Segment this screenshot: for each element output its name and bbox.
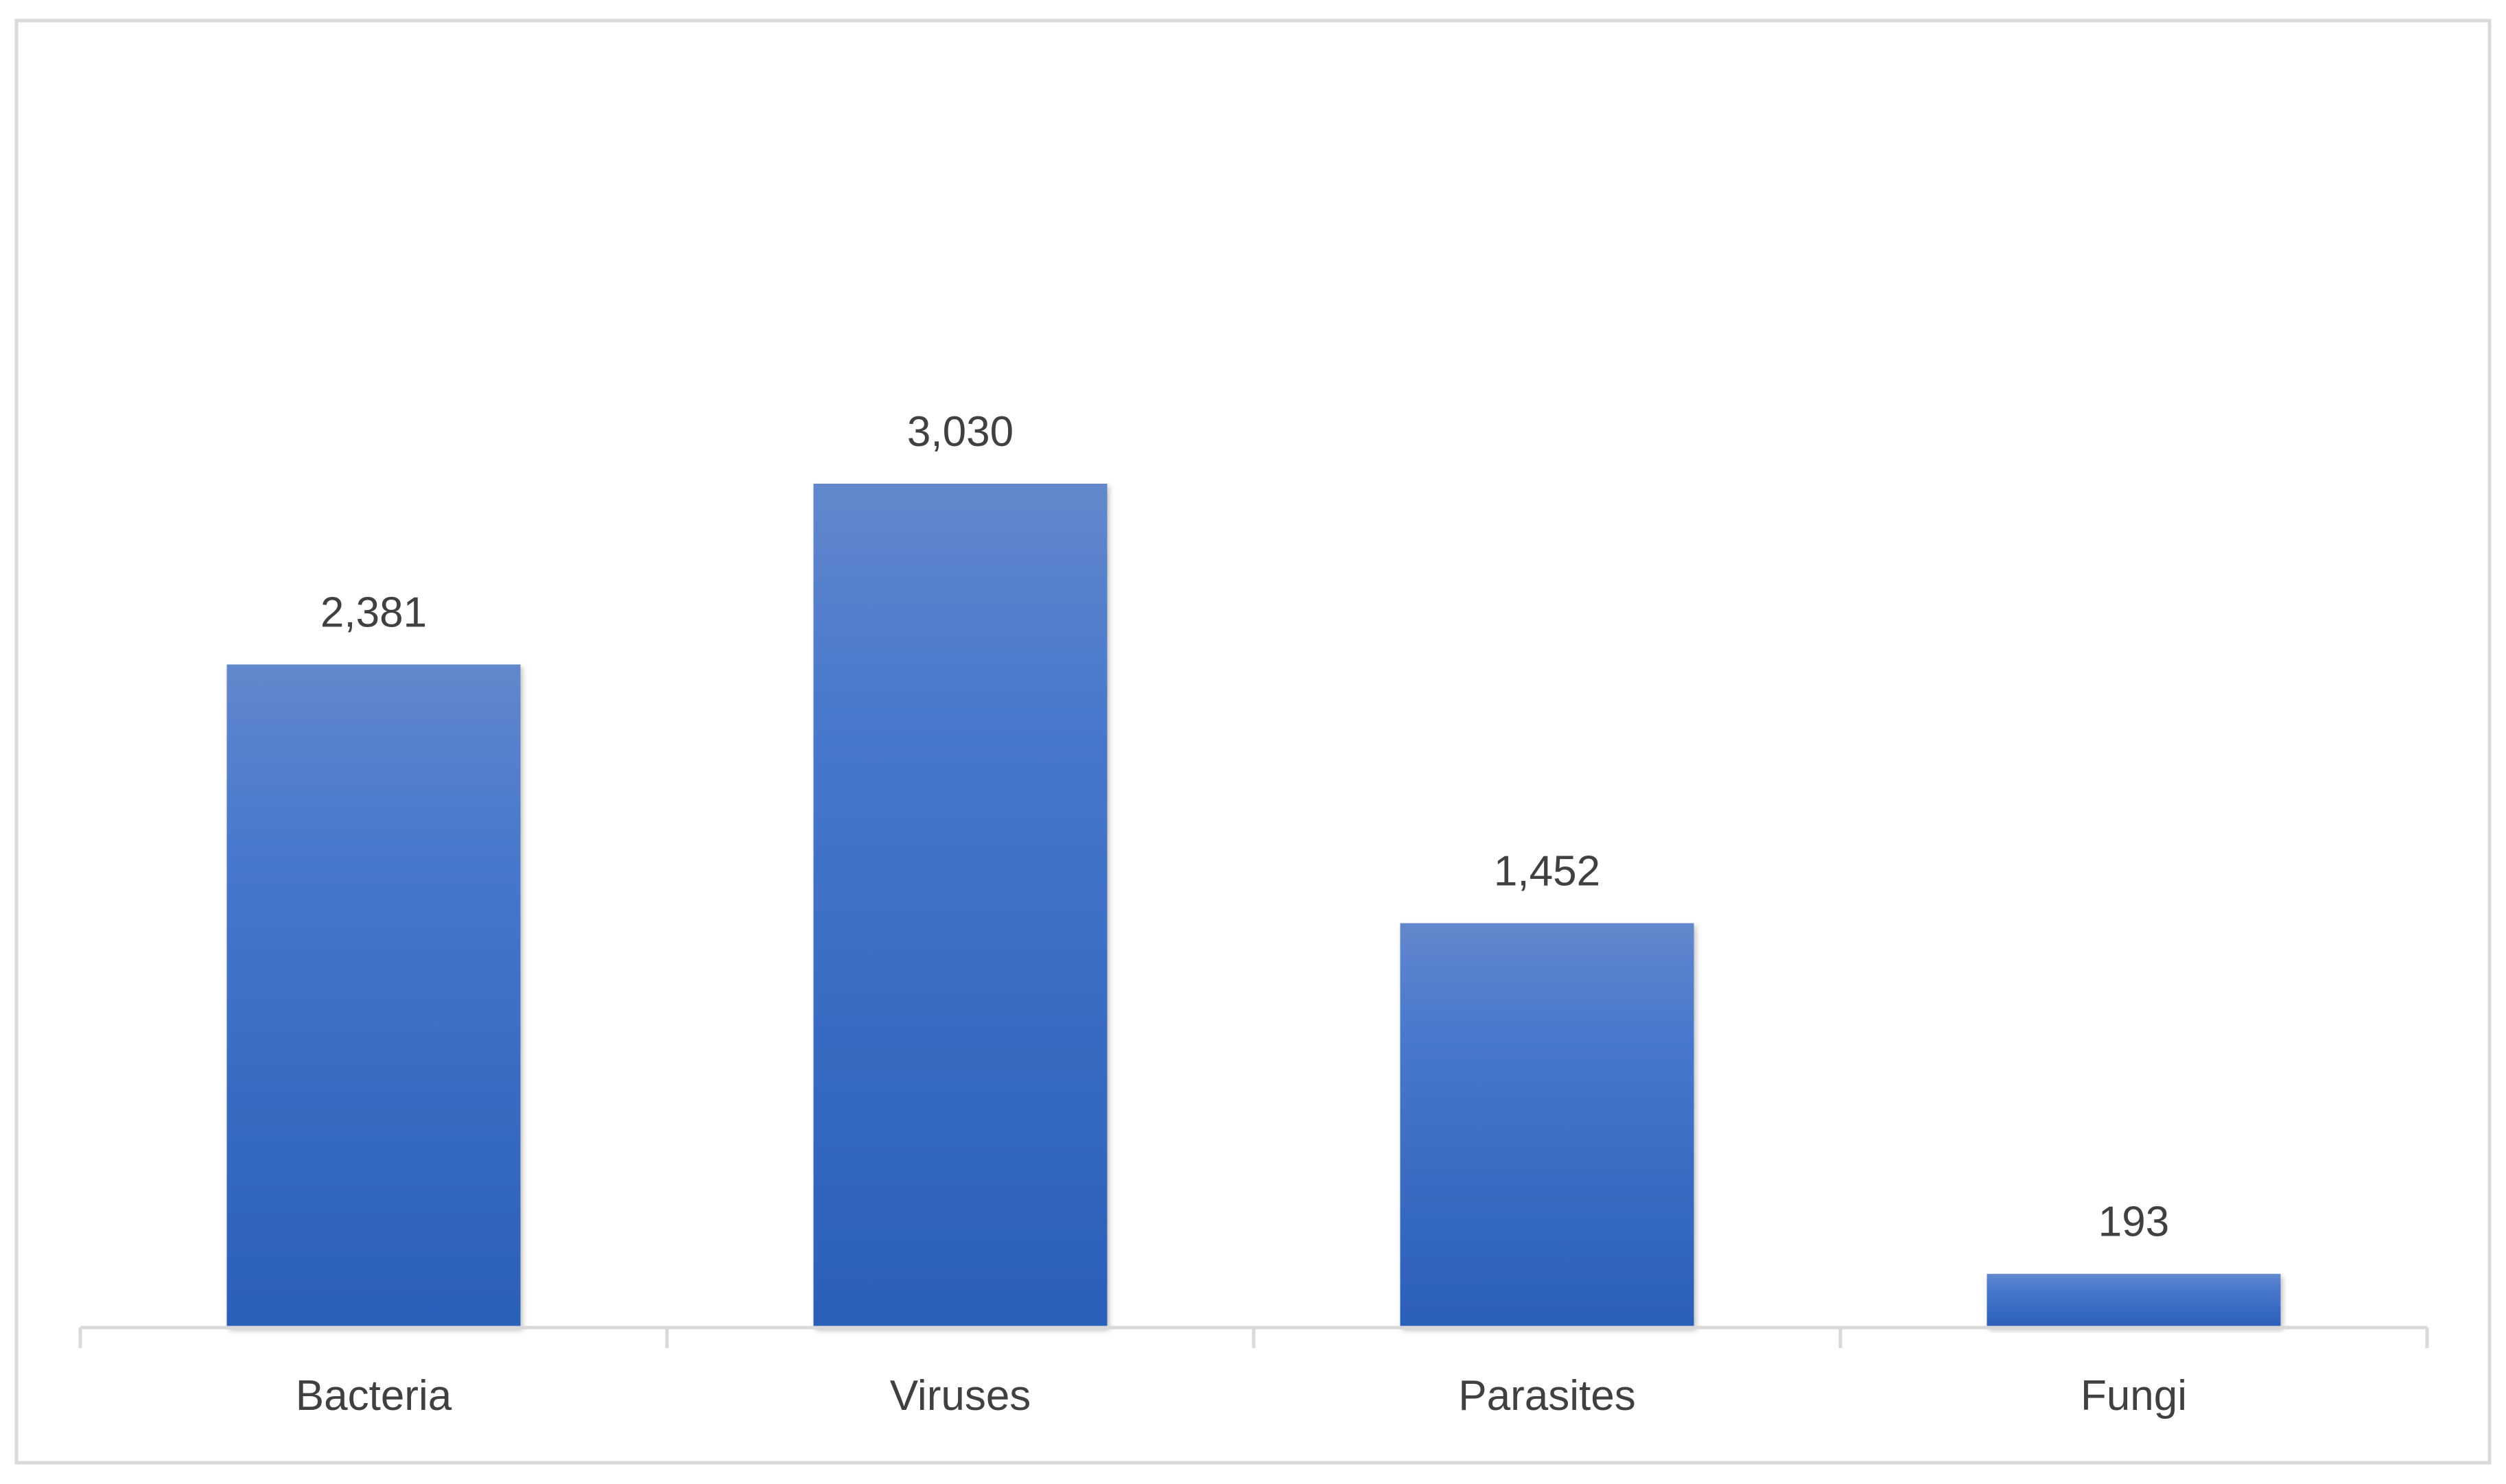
value-label-parasites: 1,452 xyxy=(1494,848,1600,895)
x-tick-label-fungi: Fungi xyxy=(2081,1372,2187,1420)
value-label-fungi: 193 xyxy=(2098,1199,2169,1246)
value-label-bacteria: 2,381 xyxy=(320,589,427,637)
bar-fungi xyxy=(1987,1273,2281,1328)
bar-viruses xyxy=(813,484,1108,1328)
x-tick-label-bacteria: Bacteria xyxy=(296,1372,452,1420)
bar-bacteria xyxy=(226,664,521,1328)
bar-parasites xyxy=(1400,923,1694,1328)
x-axis xyxy=(78,1326,2429,1348)
value-label-viruses: 3,030 xyxy=(907,408,1014,456)
labels-layer: 2,381 3,030 1,452 193 Bacteria Viruses Parasit… xyxy=(296,408,2187,1420)
x-tick-label-parasites: Parasites xyxy=(1458,1372,1635,1420)
bars-layer xyxy=(226,484,2281,1328)
x-tick-label-viruses: Viruses xyxy=(890,1372,1031,1420)
